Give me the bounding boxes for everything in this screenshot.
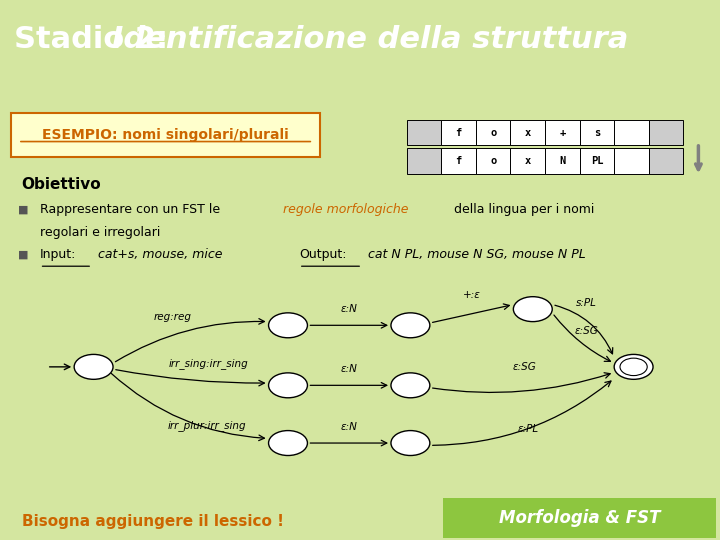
Text: irr_plur:irr_sing: irr_plur:irr_sing xyxy=(168,420,246,431)
Text: reg:reg: reg:reg xyxy=(154,312,192,322)
Text: Input:: Input: xyxy=(40,248,76,261)
Text: x: x xyxy=(525,127,531,138)
Text: ε:N: ε:N xyxy=(341,304,358,314)
Circle shape xyxy=(391,373,430,398)
Text: ε:N: ε:N xyxy=(341,364,358,374)
Text: o: o xyxy=(490,156,496,166)
Text: s:PL: s:PL xyxy=(577,299,597,308)
Text: o: o xyxy=(490,127,496,138)
Text: ■: ■ xyxy=(18,249,29,260)
Text: f: f xyxy=(456,127,462,138)
Text: N: N xyxy=(559,156,565,166)
Circle shape xyxy=(269,313,307,338)
Text: Stadio 2:: Stadio 2: xyxy=(14,25,179,53)
Bar xyxy=(441,148,476,174)
Text: +:ε: +:ε xyxy=(463,291,480,300)
Bar xyxy=(545,148,580,174)
Bar xyxy=(614,120,649,145)
Bar xyxy=(649,148,683,174)
Circle shape xyxy=(74,354,113,379)
Text: s: s xyxy=(594,127,600,138)
Text: x: x xyxy=(525,156,531,166)
Bar xyxy=(476,120,510,145)
Text: +: + xyxy=(559,127,565,138)
Text: ε:SG: ε:SG xyxy=(513,362,536,372)
Circle shape xyxy=(391,430,430,456)
Text: ESEMPIO: nomi singolari/plurali: ESEMPIO: nomi singolari/plurali xyxy=(42,128,289,142)
Text: ε:SG: ε:SG xyxy=(575,326,598,336)
Bar xyxy=(580,148,614,174)
Bar xyxy=(580,120,614,145)
Bar xyxy=(441,120,476,145)
Text: cat N PL, mouse N SG, mouse N PL: cat N PL, mouse N SG, mouse N PL xyxy=(364,248,586,261)
Bar xyxy=(510,120,545,145)
Circle shape xyxy=(513,296,552,322)
FancyBboxPatch shape xyxy=(443,498,716,538)
Bar xyxy=(407,120,441,145)
Circle shape xyxy=(269,430,307,456)
Text: Identificazione della struttura: Identificazione della struttura xyxy=(112,25,628,53)
Circle shape xyxy=(391,313,430,338)
Text: Morfologia & FST: Morfologia & FST xyxy=(499,509,660,527)
Text: regole morfologiche: regole morfologiche xyxy=(283,204,408,217)
Text: ■: ■ xyxy=(18,205,29,215)
Text: PL: PL xyxy=(590,156,603,166)
Text: della lingua per i nomi: della lingua per i nomi xyxy=(450,204,595,217)
Text: f: f xyxy=(456,156,462,166)
Text: ε:PL: ε:PL xyxy=(517,424,539,434)
Text: regolari e irregolari: regolari e irregolari xyxy=(40,226,160,239)
Bar xyxy=(649,120,683,145)
Circle shape xyxy=(614,354,653,379)
Bar xyxy=(545,120,580,145)
FancyBboxPatch shape xyxy=(11,113,320,157)
Text: cat+s, mouse, mice: cat+s, mouse, mice xyxy=(94,248,239,261)
Text: Rappresentare con un FST le: Rappresentare con un FST le xyxy=(40,204,224,217)
Text: Output:: Output: xyxy=(299,248,346,261)
Circle shape xyxy=(269,373,307,398)
Bar xyxy=(407,148,441,174)
Text: Bisogna aggiungere il lessico !: Bisogna aggiungere il lessico ! xyxy=(22,514,284,529)
Text: ε:N: ε:N xyxy=(341,422,358,432)
Text: irr_sing:irr_sing: irr_sing:irr_sing xyxy=(169,357,248,369)
Bar xyxy=(510,148,545,174)
Bar xyxy=(476,148,510,174)
Bar xyxy=(614,148,649,174)
Text: Obiettivo: Obiettivo xyxy=(22,177,102,192)
